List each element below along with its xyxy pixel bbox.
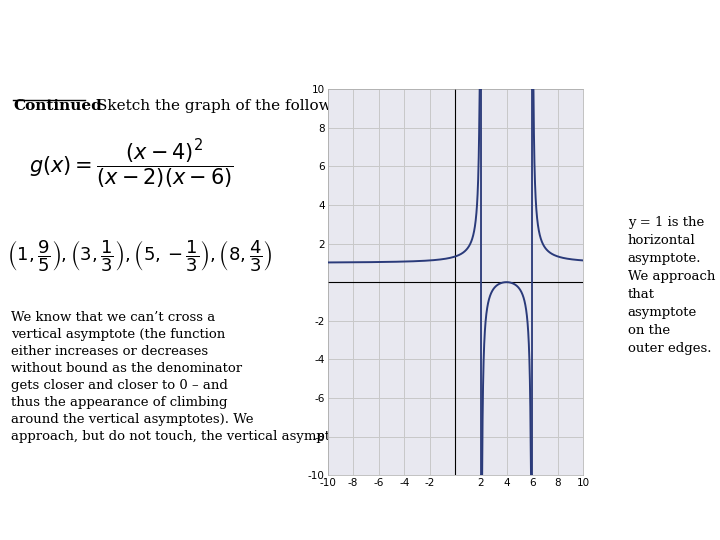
Text: Blitzer,: Blitzer,: [9, 516, 55, 529]
Text: Graphing Rational Functions: Graphing Rational Functions: [9, 18, 457, 49]
Text: y = 1 is the
horizontal
asymptote.
We approach
that
asymptote
on the
outer edges: y = 1 is the horizontal asymptote. We ap…: [628, 215, 715, 355]
Text: We know that we can’t cross a
vertical asymptote (the function
either increases : We know that we can’t cross a vertical a…: [11, 311, 361, 443]
Text: $\left(1,\dfrac{9}{5}\right),\left(3,\dfrac{1}{3}\right),\left(5,-\dfrac{1}{3}\r: $\left(1,\dfrac{9}{5}\right),\left(3,\df…: [7, 238, 273, 274]
Text: Sketch the graph of the following rational function:: Sketch the graph of the following ration…: [97, 98, 495, 112]
Text: Continued: Continued: [13, 98, 102, 112]
Text: Algebra for College Students, 6e – Slide #19  Section 11.3: Algebra for College Students, 6e – Slide…: [47, 516, 441, 529]
Text: $g(x) = \dfrac{(x-4)^2}{(x-2)(x-6)}$: $g(x) = \dfrac{(x-4)^2}{(x-2)(x-6)}$: [29, 138, 233, 191]
